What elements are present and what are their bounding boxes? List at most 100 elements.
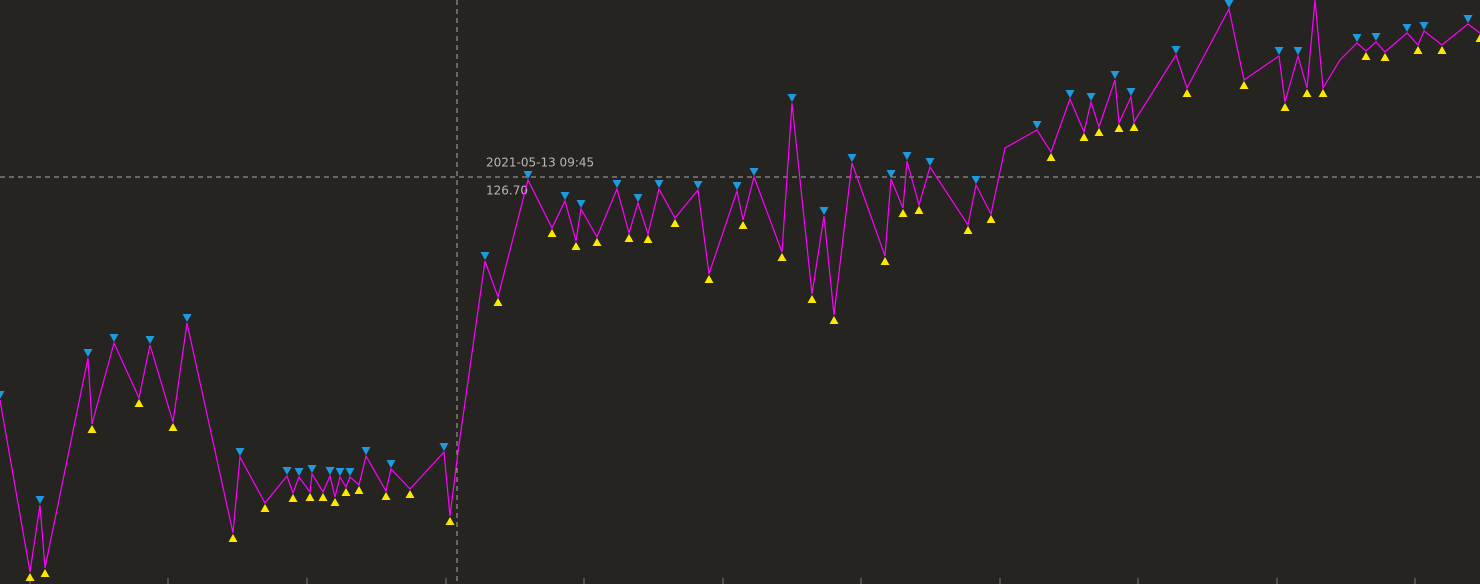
swing-high-marker xyxy=(0,391,5,399)
swing-low-marker xyxy=(643,235,653,243)
swing-high-marker xyxy=(1463,15,1473,23)
swing-low-marker xyxy=(1079,133,1089,141)
swing-high-marker xyxy=(847,154,857,162)
swing-high-marker xyxy=(345,468,355,476)
swing-high-marker xyxy=(235,448,245,456)
swing-low-marker xyxy=(354,486,364,494)
swing-low-marker xyxy=(341,488,351,496)
swing-high-marker xyxy=(1224,0,1234,9)
swing-high-marker xyxy=(902,152,912,160)
swing-high-marker xyxy=(1419,22,1429,30)
swing-high-marker xyxy=(523,171,533,179)
swing-low-marker xyxy=(1129,123,1139,131)
swing-high-marker xyxy=(654,180,664,188)
swing-low-marker xyxy=(986,215,996,223)
swing-high-marker xyxy=(612,180,622,188)
swing-low-marker xyxy=(547,229,557,237)
swing-high-marker xyxy=(576,200,586,208)
swing-high-marker xyxy=(35,496,45,504)
swing-high-marker xyxy=(925,158,935,166)
swing-low-marker xyxy=(1475,34,1480,42)
swing-low-marker xyxy=(1318,89,1328,97)
swing-high-marker xyxy=(282,467,292,475)
swing-high-marker xyxy=(732,182,742,190)
swing-low-marker xyxy=(1046,153,1056,161)
swing-high-marker xyxy=(886,170,896,178)
swing-low-marker xyxy=(305,493,315,501)
swing-low-marker xyxy=(330,498,340,506)
swing-low-marker xyxy=(1413,46,1423,54)
swing-high-marker xyxy=(1171,46,1181,54)
swing-low-marker xyxy=(704,275,714,283)
x-axis-ticks xyxy=(29,578,1416,584)
swing-high-marker xyxy=(335,468,345,476)
swing-high-marker xyxy=(1371,33,1381,41)
swing-low-marker xyxy=(1094,128,1104,136)
swing-high-marker xyxy=(1032,121,1042,129)
swing-high-marker xyxy=(480,252,490,260)
swing-low-marker xyxy=(1302,89,1312,97)
swing-low-marker xyxy=(134,399,144,407)
swing-low-marker xyxy=(318,493,328,501)
swing-high-marker xyxy=(325,467,335,475)
swing-high-marker xyxy=(749,168,759,176)
swing-low-marker xyxy=(1437,46,1447,54)
swing-low-marker xyxy=(880,257,890,265)
swing-low-marker xyxy=(1380,53,1390,61)
swing-low-marker xyxy=(1114,124,1124,132)
swing-low-marker xyxy=(288,494,298,502)
swing-high-marker xyxy=(386,460,396,468)
swing-low-marker xyxy=(898,209,908,217)
swing-high-marker xyxy=(1110,71,1120,79)
swing-low-marker xyxy=(260,504,270,512)
swing-low-marker xyxy=(777,253,787,261)
swing-high-marker xyxy=(693,181,703,189)
swing-high-marker xyxy=(109,334,119,342)
swing-high-marker xyxy=(1126,88,1136,96)
swing-high-marker xyxy=(787,94,797,102)
swing-low-marker xyxy=(381,492,391,500)
swing-low-marker xyxy=(445,517,455,525)
swing-high-marker xyxy=(1065,90,1075,98)
swing-low-marker xyxy=(493,298,503,306)
swing-low-marker xyxy=(40,569,50,577)
swing-low-marker xyxy=(1361,52,1371,60)
swing-high-marker xyxy=(560,192,570,200)
swing-low-marker xyxy=(1182,89,1192,97)
crosshair-time-label: 2021-05-13 09:45 xyxy=(486,156,594,170)
swing-high-marker xyxy=(439,443,449,451)
swing-high-marker xyxy=(83,349,93,357)
swing-high-marker xyxy=(361,447,371,455)
swing-low-marker xyxy=(592,238,602,246)
swing-low-marker xyxy=(25,573,35,581)
swing-low-marker xyxy=(571,242,581,250)
swing-low-marker xyxy=(405,490,415,498)
swing-high-marker xyxy=(1402,24,1412,32)
swing-high-marker xyxy=(971,176,981,184)
crosshair-price-label: 126.70 xyxy=(486,184,528,198)
swing-low-marker xyxy=(738,221,748,229)
swing-high-marker xyxy=(1086,93,1096,101)
swing-high-marker xyxy=(145,336,155,344)
swing-high-marker xyxy=(1274,47,1284,55)
swing-low-marker xyxy=(807,295,817,303)
swing-low-marker xyxy=(168,423,178,431)
swing-low-marker xyxy=(624,234,634,242)
swing-high-marker xyxy=(1352,34,1362,42)
swing-low-marker xyxy=(1280,103,1290,111)
swing-low-marker xyxy=(87,425,97,433)
swing-low-marker xyxy=(1239,81,1249,89)
swing-high-marker xyxy=(819,207,829,215)
swing-low-marker xyxy=(829,316,839,324)
swing-high-marker xyxy=(1293,47,1303,55)
swing-high-marker xyxy=(182,314,192,322)
swing-low-marker xyxy=(914,206,924,214)
swing-high-marker xyxy=(307,465,317,473)
swing-low-marker xyxy=(963,226,973,234)
swing-high-marker xyxy=(633,194,643,202)
swing-low-marker xyxy=(228,534,238,542)
swing-high-marker xyxy=(294,468,304,476)
